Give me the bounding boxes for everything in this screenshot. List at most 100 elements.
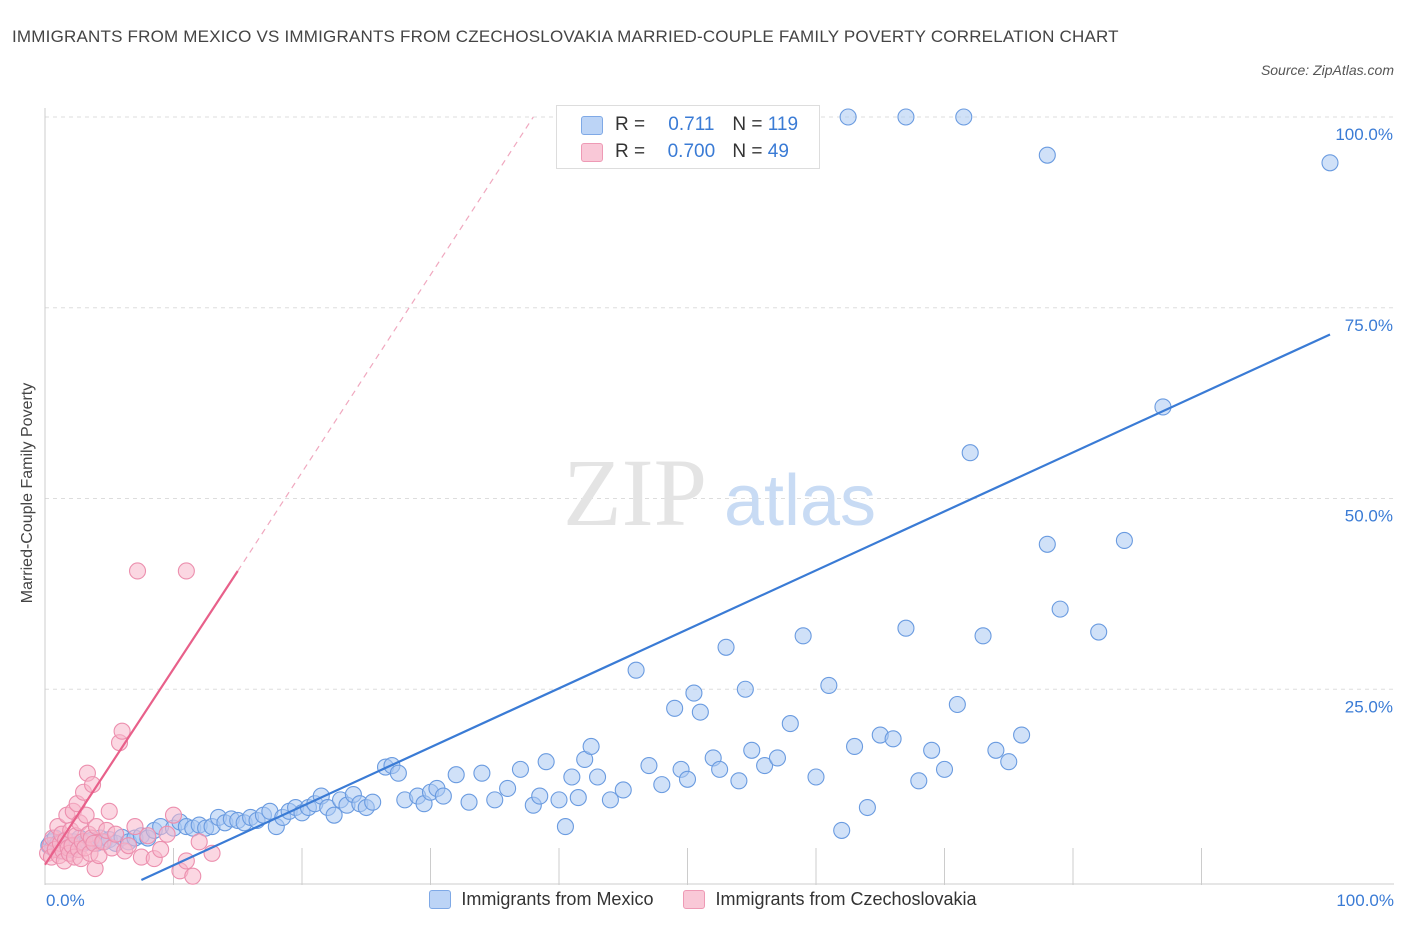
- point-czechoslovakia: [128, 562, 147, 580]
- point-mexico: [743, 741, 761, 759]
- y-tick-label: 75.0%: [1345, 316, 1393, 335]
- point-mexico: [897, 619, 915, 637]
- point-mexico: [364, 793, 382, 811]
- point-mexico: [923, 741, 941, 759]
- point-mexico: [627, 661, 645, 679]
- point-czechoslovakia: [119, 837, 138, 855]
- point-mexico: [820, 676, 838, 694]
- watermark: ZIP atlas: [563, 439, 876, 546]
- watermark-atlas: atlas: [724, 461, 876, 541]
- point-mexico: [845, 737, 864, 756]
- trend-line-mexico: [140, 333, 1331, 881]
- point-mexico: [858, 798, 876, 817]
- point-mexico: [974, 627, 992, 645]
- point-mexico: [1013, 726, 1031, 744]
- point-czechoslovakia: [126, 818, 144, 836]
- point-mexico: [807, 768, 825, 786]
- point-mexico: [1115, 531, 1133, 550]
- point-mexico: [768, 749, 787, 767]
- legend-label-czechoslovakia: Immigrants from Czechoslovakia: [715, 889, 977, 909]
- point-czechoslovakia: [158, 825, 176, 843]
- point-czechoslovakia: [107, 825, 125, 843]
- point-mexico: [499, 779, 517, 797]
- series-legend: Immigrants from Mexico Immigrants from C…: [0, 889, 1406, 910]
- point-mexico: [434, 787, 452, 805]
- point-mexico: [486, 791, 504, 809]
- y-tick-label: 100.0%: [1335, 125, 1393, 144]
- data-points: [39, 108, 1339, 885]
- trend-line-czechoslovakia-extension: [237, 116, 534, 572]
- point-mexico: [839, 108, 857, 126]
- point-mexico: [582, 737, 600, 756]
- point-mexico: [563, 768, 581, 786]
- n-value: 49: [767, 141, 789, 162]
- point-czechoslovakia: [113, 722, 131, 740]
- point-mexico: [794, 627, 812, 645]
- point-czechoslovakia: [184, 867, 202, 885]
- point-mexico: [935, 760, 954, 778]
- point-mexico: [910, 772, 928, 790]
- point-mexico: [447, 766, 465, 784]
- x-tick-max: 100.0%: [1336, 891, 1394, 910]
- point-czechoslovakia: [100, 802, 118, 820]
- point-mexico: [691, 703, 709, 721]
- legend-row-czechoslovakia: R = 0.700 N = 49: [581, 139, 789, 165]
- y-tick-label: 50.0%: [1345, 507, 1393, 526]
- point-mexico: [473, 764, 491, 782]
- point-mexico: [531, 787, 549, 805]
- point-mexico: [601, 791, 619, 809]
- point-mexico: [389, 764, 407, 782]
- point-czechoslovakia: [177, 562, 195, 580]
- n-label: N =: [732, 114, 768, 135]
- point-mexico: [678, 770, 697, 788]
- point-mexico: [550, 791, 568, 809]
- point-mexico: [653, 776, 671, 794]
- point-mexico: [511, 760, 530, 778]
- point-mexico: [666, 699, 684, 717]
- point-mexico: [460, 793, 478, 811]
- legend-swatch-pink: [683, 890, 706, 909]
- point-mexico: [897, 108, 915, 126]
- r-value: 0.711: [668, 114, 715, 135]
- chart-title: IMMIGRANTS FROM MEXICO VS IMMIGRANTS FRO…: [12, 27, 1119, 46]
- point-mexico: [987, 741, 1005, 759]
- point-mexico: [1000, 753, 1018, 771]
- point-mexico: [961, 444, 979, 462]
- point-mexico: [640, 756, 658, 775]
- point-mexico: [955, 108, 973, 126]
- point-mexico: [614, 781, 632, 799]
- legend-label-mexico: Immigrants from Mexico: [461, 889, 654, 909]
- point-mexico: [948, 695, 966, 714]
- point-mexico: [588, 768, 607, 786]
- n-label: N =: [732, 141, 768, 162]
- point-mexico: [717, 638, 735, 656]
- point-mexico: [556, 818, 574, 836]
- point-mexico: [736, 680, 754, 698]
- point-mexico: [1038, 146, 1056, 164]
- y-tick-labels: 25.0% 50.0% 75.0% 100.0%: [1335, 125, 1393, 716]
- point-mexico: [1051, 600, 1069, 618]
- y-tick-label: 25.0%: [1345, 697, 1393, 716]
- source-label: Source: ZipAtlas.com: [1260, 62, 1394, 78]
- point-mexico: [833, 821, 851, 839]
- point-mexico: [1321, 154, 1339, 172]
- n-value: 119: [767, 114, 799, 135]
- axes: [44, 108, 1394, 885]
- point-mexico: [756, 756, 774, 775]
- r-label: R =: [615, 141, 651, 162]
- point-czechoslovakia: [190, 833, 208, 851]
- point-mexico: [1090, 623, 1108, 641]
- point-mexico: [537, 753, 555, 771]
- point-mexico: [569, 789, 587, 807]
- point-czechoslovakia: [139, 827, 157, 845]
- point-mexico: [781, 715, 799, 733]
- watermark-zip: ZIP: [563, 439, 707, 546]
- legend-swatch-blue: [429, 890, 452, 909]
- trend-lines: [237, 116, 534, 572]
- r-value: 0.700: [667, 141, 716, 162]
- point-czechoslovakia: [152, 840, 170, 859]
- point-mexico: [1038, 535, 1056, 553]
- point-mexico: [884, 730, 902, 748]
- point-mexico: [325, 806, 343, 824]
